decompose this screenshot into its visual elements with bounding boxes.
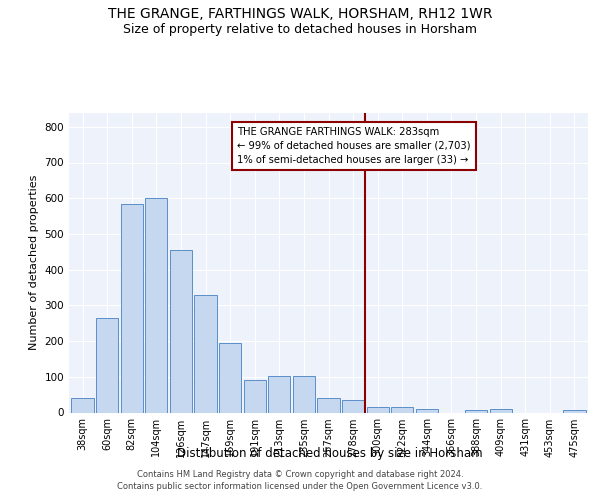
Text: Contains public sector information licensed under the Open Government Licence v3: Contains public sector information licen…: [118, 482, 482, 491]
Bar: [219, 343, 241, 412]
Text: Distribution of detached houses by size in Horsham: Distribution of detached houses by size …: [177, 448, 483, 460]
Bar: [317, 398, 340, 412]
Y-axis label: Number of detached properties: Number of detached properties: [29, 175, 39, 350]
Bar: [293, 376, 315, 412]
Text: THE GRANGE FARTHINGS WALK: 283sqm
← 99% of detached houses are smaller (2,703)
1: THE GRANGE FARTHINGS WALK: 283sqm ← 99% …: [238, 127, 471, 165]
Bar: [96, 318, 118, 412]
Bar: [121, 204, 143, 412]
Bar: [342, 400, 364, 412]
Bar: [416, 409, 438, 412]
Bar: [244, 380, 266, 412]
Bar: [563, 410, 586, 412]
Text: Size of property relative to detached houses in Horsham: Size of property relative to detached ho…: [123, 22, 477, 36]
Bar: [145, 198, 167, 412]
Text: Contains HM Land Registry data © Crown copyright and database right 2024.: Contains HM Land Registry data © Crown c…: [137, 470, 463, 479]
Bar: [465, 410, 487, 412]
Bar: [391, 407, 413, 412]
Text: THE GRANGE, FARTHINGS WALK, HORSHAM, RH12 1WR: THE GRANGE, FARTHINGS WALK, HORSHAM, RH1…: [108, 8, 492, 22]
Bar: [71, 398, 94, 412]
Bar: [367, 407, 389, 412]
Bar: [490, 409, 512, 412]
Bar: [268, 376, 290, 412]
Bar: [194, 296, 217, 412]
Bar: [170, 250, 192, 412]
